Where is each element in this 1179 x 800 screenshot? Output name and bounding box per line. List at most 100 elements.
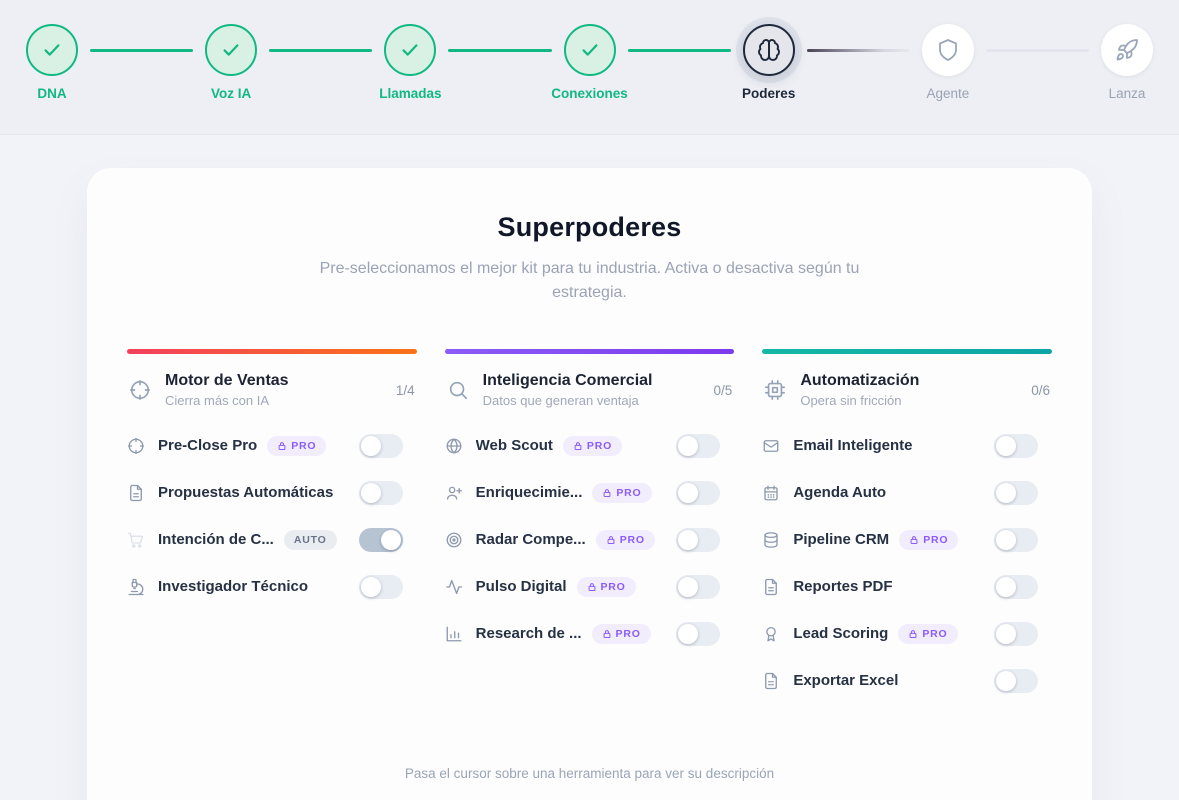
tool-row[interactable]: Agenda Auto [762, 469, 1052, 516]
stepper-step-lanza[interactable]: Lanza [1101, 24, 1154, 101]
toggle-switch[interactable] [358, 433, 403, 458]
tool-label: Research de ... [475, 625, 582, 642]
tool-row[interactable]: Enriquecimie... PRO [445, 469, 735, 516]
step-circle[interactable] [26, 24, 78, 76]
lock-icon [278, 441, 286, 450]
tool-row[interactable]: Propuestas Automáticas [127, 469, 417, 516]
tool-label: Reportes PDF [793, 578, 893, 595]
step-circle[interactable] [921, 24, 974, 76]
toggle-knob [995, 435, 1016, 456]
stepper-step-llamadas[interactable]: Llamadas [379, 24, 441, 101]
pro-badge: PRO [591, 623, 651, 644]
tool-label: Enriquecimie... [475, 484, 583, 501]
step-circle[interactable] [563, 24, 616, 76]
column-count: 0/6 [1031, 382, 1050, 398]
toggle-knob [678, 623, 699, 644]
check-icon [581, 44, 598, 56]
lock-icon [588, 582, 595, 591]
file-spreadsheet-icon [762, 672, 780, 690]
stepper-step-agente[interactable]: Agente [921, 24, 974, 101]
step-connector [269, 48, 373, 52]
bar-chart-icon [445, 625, 463, 643]
toggle-knob [360, 435, 381, 456]
tool-label: Propuestas Automáticas [158, 484, 334, 501]
step-connector [448, 48, 552, 52]
toggle-switch[interactable] [676, 574, 721, 599]
tool-list: Pre-Close Pro PRO Propuestas Automáticas … [127, 422, 417, 610]
page-subtitle: Pre-seleccionamos el mejor kit para tu i… [319, 260, 860, 301]
column-count: 0/5 [713, 382, 733, 398]
tool-row[interactable]: Radar Compe... PRO [445, 516, 735, 563]
column-accent-bar [127, 349, 417, 354]
tool-row[interactable]: Email Inteligente [762, 422, 1052, 469]
step-circle[interactable] [742, 24, 795, 76]
toggle-knob [360, 576, 381, 597]
toggle-switch[interactable] [993, 480, 1038, 505]
award-icon [762, 625, 780, 643]
check-icon [44, 44, 60, 56]
pro-badge: PRO [592, 482, 652, 503]
activity-icon [445, 578, 463, 596]
column-header: Motor de Ventas Cierra más con IA 1/4 [127, 372, 417, 408]
stepper-step-dna[interactable]: DNA [26, 24, 78, 101]
tool-label: Pipeline CRM [793, 531, 890, 548]
tool-row[interactable]: Exportar Excel [762, 657, 1052, 704]
tool-row[interactable]: Intención de C... AUTO [127, 516, 417, 563]
wizard-header: DNA Voz IA Llamadas Conexiones Poderes A… [0, 0, 1179, 135]
step-label: Conexiones [551, 86, 628, 101]
crosshair-icon [129, 379, 151, 401]
toggle-switch[interactable] [676, 480, 721, 505]
toggle-switch[interactable] [358, 480, 403, 505]
brain-icon [757, 39, 780, 61]
step-circle[interactable] [1101, 24, 1154, 76]
step-label: Agente [926, 86, 970, 101]
toggle-knob [995, 576, 1016, 597]
tool-label: Agenda Auto [793, 484, 887, 501]
tool-row[interactable]: Lead Scoring PRO [762, 610, 1052, 657]
tool-row[interactable]: Pulso Digital PRO [445, 563, 735, 610]
toggle-switch[interactable] [358, 574, 403, 599]
stepper-step-voz-ia[interactable]: Voz IA [205, 24, 258, 101]
lock-icon [574, 441, 582, 450]
toggle-switch[interactable] [358, 527, 403, 552]
toggle-switch[interactable] [676, 433, 721, 458]
column-subtitle: Datos que generan ventaja [482, 393, 639, 408]
tool-label: Investigador Técnico [158, 578, 309, 595]
toggle-switch[interactable] [993, 621, 1038, 646]
step-label: Voz IA [211, 86, 252, 101]
step-circle[interactable] [384, 24, 437, 76]
tool-row[interactable]: Investigador Técnico [127, 563, 417, 610]
toggle-switch[interactable] [993, 668, 1038, 693]
stepper-step-conexiones[interactable]: Conexiones [551, 24, 628, 101]
check-icon [223, 44, 239, 56]
step-connector [985, 48, 1090, 52]
tool-row[interactable]: Web Scout PRO [445, 422, 735, 469]
stepper-step-poderes[interactable]: Poderes [742, 24, 795, 101]
column-title: Motor de Ventas [165, 372, 289, 389]
toggle-knob [678, 529, 699, 550]
tool-row[interactable]: Research de ... PRO [445, 610, 735, 657]
column-accent-bar [762, 349, 1052, 354]
toggle-switch[interactable] [993, 574, 1038, 599]
wizard-stepper: DNA Voz IA Llamadas Conexiones Poderes A… [0, 0, 1179, 101]
column-header: Automatización Opera sin fricción 0/6 [762, 372, 1052, 408]
tool-row[interactable]: Reportes PDF [762, 563, 1052, 610]
cart-icon [127, 531, 145, 549]
column-subtitle: Cierra más con IA [165, 393, 270, 408]
step-circle[interactable] [205, 24, 258, 76]
lock-icon [607, 535, 615, 544]
lock-icon [603, 629, 610, 638]
toggle-switch[interactable] [993, 433, 1038, 458]
tool-row[interactable]: Pipeline CRM PRO [762, 516, 1052, 563]
auto-badge: AUTO [283, 529, 337, 550]
lock-icon [603, 488, 611, 497]
lock-icon [909, 629, 917, 638]
column-count: 1/4 [395, 382, 415, 398]
toggle-switch[interactable] [993, 527, 1038, 552]
toggle-switch[interactable] [676, 527, 721, 552]
step-label: DNA [37, 86, 67, 101]
tool-row[interactable]: Pre-Close Pro PRO [127, 422, 417, 469]
file-text-icon [127, 484, 145, 502]
toggle-switch[interactable] [676, 621, 721, 646]
tool-label: Web Scout [475, 437, 553, 454]
